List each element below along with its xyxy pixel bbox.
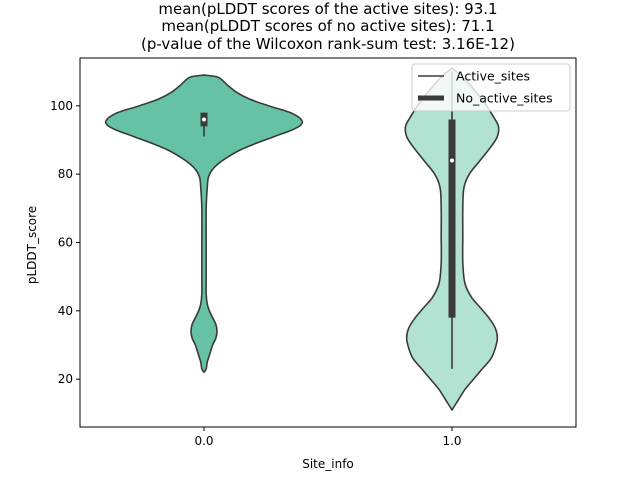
legend-label: Active_sites — [456, 69, 530, 84]
y-axis-label: pLDDT_score — [25, 206, 39, 284]
chart-title-line-3: (p-value of the Wilcoxon rank-sum test: … — [141, 35, 515, 53]
violin-0.0 — [104, 74, 304, 374]
legend: Active_sites No_active_sites — [411, 63, 571, 112]
violins — [104, 67, 500, 411]
axes: 20 40 60 80 100 0.0 1.0 — [50, 57, 577, 448]
x-axis-label: Site_info — [302, 457, 354, 471]
y-tick-label: 40 — [58, 304, 73, 318]
y-tick-label: 80 — [58, 167, 73, 181]
violin-body-0.0 — [104, 74, 304, 374]
legend-label: No_active_sites — [456, 91, 553, 106]
chart-title: mean(pLDDT scores of the active sites): … — [141, 0, 515, 53]
x-tick-label: 1.0 — [442, 434, 461, 448]
violin-median-dot-0.0 — [202, 117, 206, 122]
legend-frame — [411, 63, 571, 112]
violin-iqr-box-1.0 — [448, 119, 456, 318]
x-tick-label: 0.0 — [194, 434, 213, 448]
violin-median-dot-1.0 — [450, 158, 454, 163]
chart-title-line-1: mean(pLDDT scores of the active sites): … — [158, 0, 497, 18]
chart-title-line-2: mean(pLDDT scores of no active sites): 7… — [161, 17, 494, 35]
y-tick-label: 20 — [58, 372, 73, 386]
violin-1.0 — [404, 67, 500, 411]
y-tick-label: 100 — [50, 99, 73, 113]
y-tick-label: 60 — [58, 236, 73, 250]
